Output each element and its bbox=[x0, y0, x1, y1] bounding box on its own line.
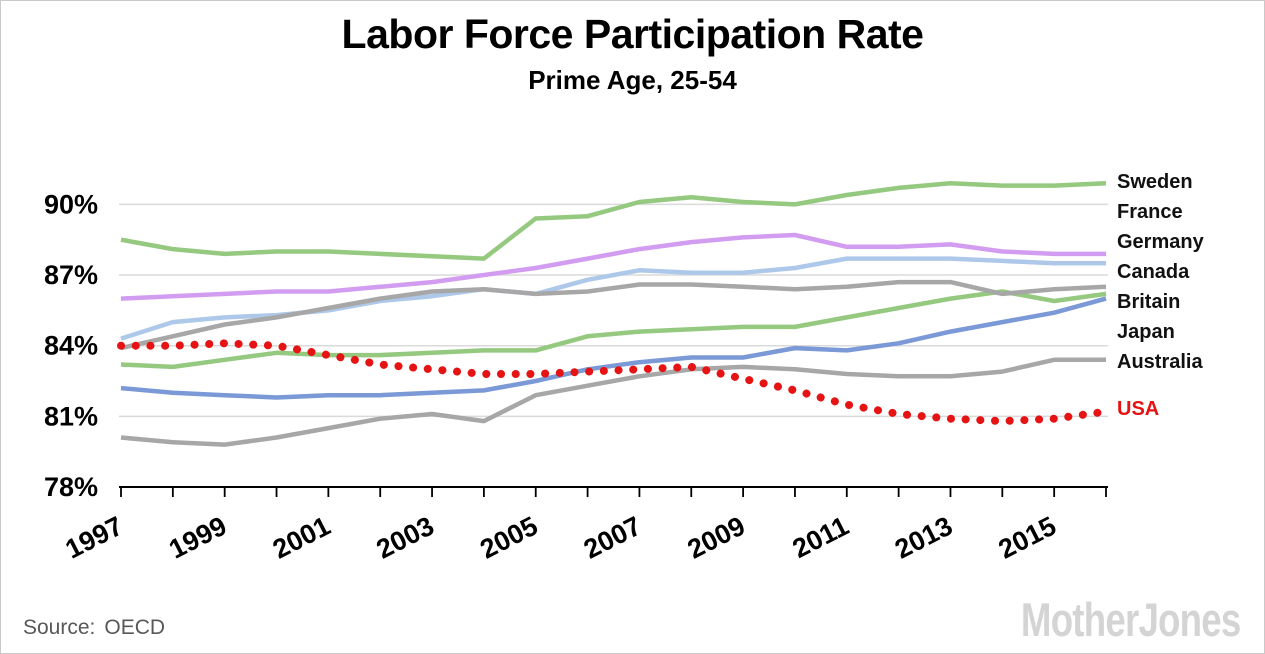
x-tick-label: 2001 bbox=[268, 511, 335, 565]
source-label: Source: bbox=[23, 616, 96, 639]
legend-label-germany: Germany bbox=[1117, 231, 1204, 253]
line-britain bbox=[120, 289, 1107, 370]
x-tick-label: 2003 bbox=[372, 511, 439, 565]
line-usa bbox=[117, 339, 1110, 426]
line-australia bbox=[120, 357, 1106, 447]
x-tick-label: 1997 bbox=[61, 511, 128, 565]
chart-title: Labor Force Participation Rate bbox=[341, 11, 924, 57]
legend-label-canada: Canada bbox=[1117, 261, 1190, 283]
mother-jones-logo: MotherJones bbox=[1020, 593, 1240, 646]
legend-label-britain: Britain bbox=[1117, 291, 1181, 313]
x-tick-label: 1999 bbox=[164, 511, 231, 565]
source-note: Source: OECD bbox=[23, 616, 165, 640]
legend-label-france: France bbox=[1117, 201, 1183, 223]
legend-label-australia: Australia bbox=[1117, 351, 1203, 373]
chart-subtitle: Prime Age, 25-54 bbox=[528, 65, 737, 95]
source-value: OECD bbox=[104, 616, 166, 639]
x-tick-label: 2015 bbox=[994, 511, 1061, 565]
y-tick-label: 81% bbox=[44, 401, 98, 431]
y-tick-label: 87% bbox=[44, 260, 98, 290]
line-france bbox=[120, 232, 1106, 301]
x-axis bbox=[119, 486, 1108, 497]
series-lines bbox=[117, 180, 1110, 447]
legend-label-japan: Japan bbox=[1117, 321, 1175, 343]
gridlines bbox=[119, 203, 1108, 418]
x-tick-label: 2007 bbox=[579, 511, 646, 565]
x-tick-label: 2011 bbox=[788, 511, 854, 564]
line-sweden bbox=[120, 180, 1107, 261]
y-tick-label: 84% bbox=[44, 331, 98, 361]
x-tick-label: 2005 bbox=[475, 511, 542, 565]
x-axis-labels: 1997 1999 2001 2003 2005 2007 2009 2011 2013 2015 bbox=[61, 511, 1061, 565]
x-tick-label: 2009 bbox=[683, 511, 750, 565]
y-tick-label: 78% bbox=[44, 472, 98, 502]
y-tick-label: 90% bbox=[44, 189, 98, 219]
x-tick-label: 2013 bbox=[890, 511, 957, 565]
y-axis-labels: 90% 87% 84% 81% 78% bbox=[44, 189, 98, 502]
line-canada bbox=[120, 279, 1107, 351]
legend-label-sweden: Sweden bbox=[1117, 171, 1193, 193]
line-japan bbox=[120, 296, 1107, 400]
legend-label-usa: USA bbox=[1117, 398, 1160, 420]
